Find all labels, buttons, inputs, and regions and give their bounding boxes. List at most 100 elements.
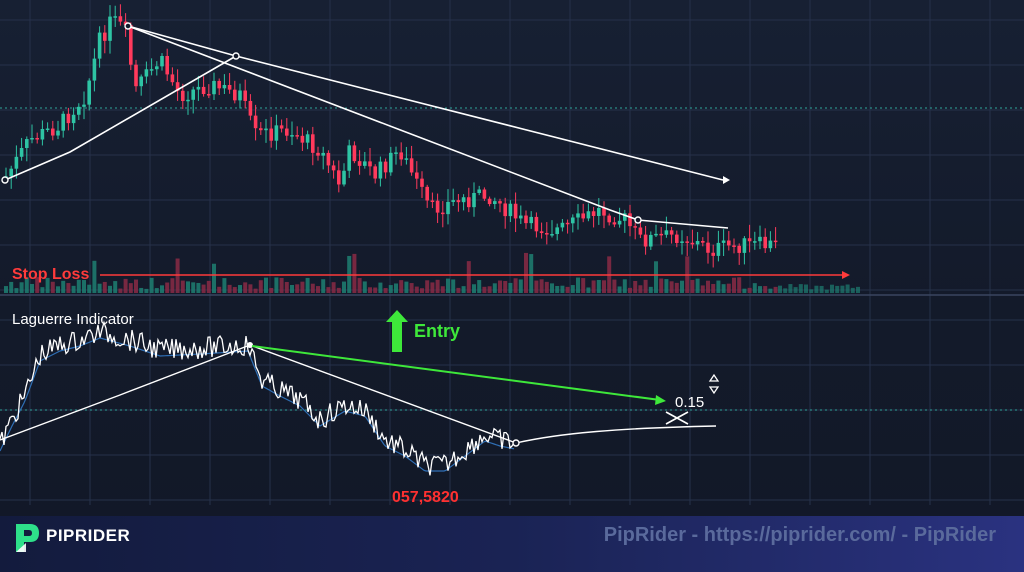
volume-bar — [170, 278, 175, 293]
volume-bar — [845, 284, 850, 293]
volume-bars — [4, 252, 860, 293]
volume-bar — [612, 279, 617, 293]
volume-bar — [35, 277, 40, 293]
volume-bar — [425, 280, 430, 293]
candle-body — [160, 55, 164, 67]
candle-body — [415, 172, 419, 179]
laguerre-indicator-pane — [0, 320, 720, 476]
candle-body — [108, 16, 112, 41]
volume-bar — [399, 280, 404, 293]
volume-bar — [809, 289, 814, 293]
candle-body — [628, 213, 632, 227]
candle-body — [732, 245, 736, 247]
volume-bar — [14, 288, 19, 293]
volume-bar — [284, 281, 289, 293]
candle-body — [534, 216, 539, 232]
candle-body — [409, 158, 414, 173]
volume-bar — [721, 284, 726, 293]
volume-bar — [19, 282, 24, 293]
trend-line — [127, 25, 724, 181]
candle-body — [446, 201, 450, 215]
candle-body — [669, 230, 674, 235]
candle-body — [311, 134, 315, 153]
candle-body — [565, 222, 570, 225]
volume-bar — [783, 288, 788, 293]
signal-line — [0, 337, 515, 472]
volume-bar — [482, 286, 487, 293]
volume-bar — [165, 282, 170, 293]
volume-bar — [690, 279, 695, 293]
candle-body — [337, 170, 341, 185]
volume-bar — [253, 288, 258, 293]
candle-body — [56, 130, 60, 136]
candle-body — [742, 238, 747, 253]
candle-body — [430, 200, 435, 203]
candle-body — [144, 69, 149, 77]
candle-body — [35, 137, 39, 140]
candle-body — [331, 165, 336, 171]
volume-bar — [466, 261, 471, 293]
candle-body — [342, 170, 346, 185]
candle-body — [321, 152, 325, 156]
candle-body — [186, 99, 190, 102]
volume-bar — [477, 280, 482, 293]
candle-body — [118, 16, 123, 22]
candle-body — [487, 198, 492, 205]
volume-bar — [513, 278, 518, 293]
volume-bar — [316, 286, 320, 293]
candle-body — [435, 200, 440, 213]
volume-bar — [113, 281, 118, 293]
volume-bar — [814, 285, 819, 293]
volume-bar — [638, 285, 643, 293]
candle-body — [706, 242, 710, 253]
candle-body — [716, 242, 721, 256]
volume-bar — [409, 283, 414, 293]
indicator-title: Laguerre Indicator — [12, 311, 134, 328]
volume-bar — [196, 282, 201, 293]
volume-bar — [773, 286, 778, 293]
candle-body — [675, 234, 679, 243]
candle-body — [368, 161, 372, 167]
volume-bar — [492, 283, 497, 293]
candle-body — [248, 100, 253, 116]
volume-bar — [352, 253, 357, 293]
volume-bar — [856, 286, 860, 293]
volume-bar — [61, 280, 66, 293]
volume-bar — [581, 278, 586, 293]
volume-bar — [732, 277, 736, 293]
volume-bar — [648, 286, 653, 293]
candle-body — [316, 152, 320, 156]
volume-bar — [388, 285, 393, 293]
candle-body — [586, 211, 591, 219]
candle-body — [181, 90, 185, 102]
candle-body — [139, 76, 143, 87]
volume-bar — [758, 286, 762, 293]
volume-bar — [82, 280, 86, 293]
volume-bar — [850, 287, 855, 293]
cross-marker-icon — [665, 411, 689, 425]
candle-body — [71, 114, 76, 124]
candle-body — [503, 203, 507, 217]
candle-body — [472, 192, 476, 208]
volume-bar — [503, 281, 508, 293]
volume-bar — [570, 285, 575, 293]
candle-body — [721, 240, 726, 243]
volume-bar — [659, 278, 664, 293]
candle-body — [519, 215, 523, 219]
volume-bar — [576, 277, 580, 293]
volume-bar — [232, 287, 237, 293]
candle-body — [773, 240, 778, 243]
volume-bar — [539, 279, 544, 293]
volume-bar — [430, 282, 435, 293]
volume-bar — [123, 278, 128, 293]
volume-bar — [529, 254, 534, 293]
candle-body — [285, 128, 289, 136]
candle-body — [227, 84, 232, 90]
candle-body — [238, 90, 242, 101]
candle-body — [467, 197, 471, 208]
volume-bar — [368, 287, 372, 293]
volume-bar — [310, 283, 315, 293]
candle-body — [373, 166, 377, 179]
candle-body — [695, 240, 700, 245]
candle-body — [591, 211, 596, 216]
